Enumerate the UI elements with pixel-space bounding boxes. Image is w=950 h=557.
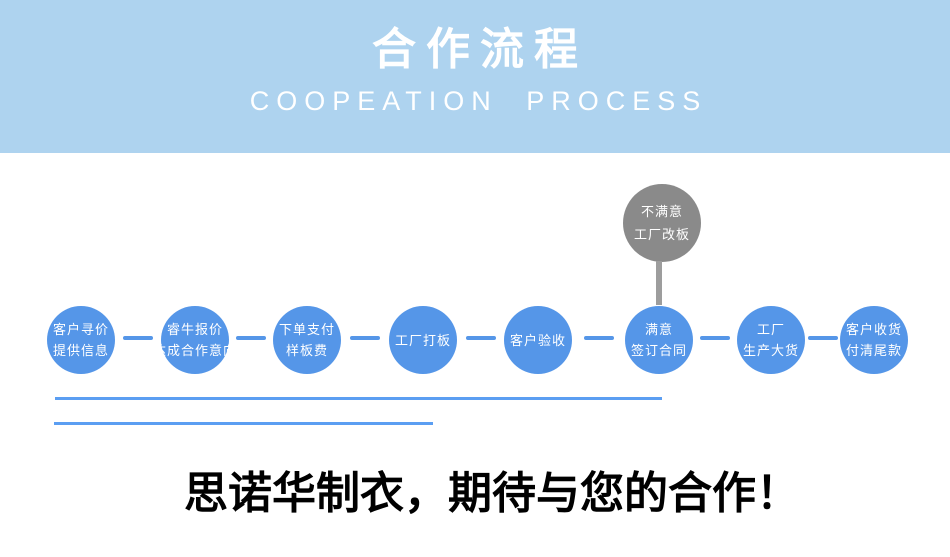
flow-step-label: 工厂打板 — [394, 332, 451, 348]
flow-step-label: 工厂 — [756, 322, 785, 337]
flow-step-label: 睿牛报价 — [166, 322, 223, 337]
footer-slogan: 思诺华制衣，期待与您的合作！ — [184, 469, 800, 518]
flow-step-circle: 满意 签订合同 — [625, 306, 693, 374]
flow-connector-line — [808, 336, 838, 340]
page-title: 合作流程 — [372, 25, 588, 74]
flow-connector-line — [123, 336, 153, 340]
flow-connector-line — [466, 336, 496, 340]
flow-step-label: 客户寻价 — [52, 322, 109, 337]
flow-connector-line — [584, 336, 614, 340]
flow-step-label: 下单支付 — [278, 322, 335, 337]
flow-step-circle: 睿牛报价 达成合作意向 — [153, 306, 236, 374]
flow-step-circle: 客户收货 付清尾款 — [840, 306, 908, 374]
flow-step-circle: 工厂打板 — [389, 306, 457, 374]
flow-connector-line — [350, 336, 380, 340]
flow-step-circle: 客户寻价 提供信息 — [47, 306, 115, 374]
flow-step-label: 客户收货 — [845, 322, 902, 337]
flow-step-circle: 客户验收 — [504, 306, 572, 374]
flow-step-label: 提供信息 — [52, 343, 109, 358]
flow-step-label: 客户验收 — [509, 332, 566, 348]
flow-connector-line — [236, 336, 266, 340]
flow-connector-line — [700, 336, 730, 340]
flow-step-label: 签订合同 — [630, 343, 687, 358]
page-subtitle: COOPEATION PROCESS — [249, 86, 708, 116]
header-banner: 合作流程 COOPEATION PROCESS — [0, 0, 950, 153]
flow-step-label: 生产大货 — [742, 343, 799, 358]
branch-connector-line — [656, 261, 662, 305]
flow-step-label: 工厂改板 — [633, 227, 690, 242]
flow-step-label: 不满意 — [640, 204, 683, 219]
decor-underline-long — [55, 397, 662, 400]
flow-step-label: 样板费 — [285, 343, 328, 358]
flow-step-circle: 下单支付 样板费 — [273, 306, 341, 374]
flow-step-label: 满意 — [644, 322, 673, 337]
flow-step-rework-circle: 不满意 工厂改板 — [623, 184, 701, 262]
flow-step-label: 付清尾款 — [845, 343, 902, 358]
flow-step-circle: 工厂 生产大货 — [737, 306, 805, 374]
decor-underline-short — [54, 422, 433, 425]
flow-step-label: 达成合作意向 — [153, 343, 238, 358]
